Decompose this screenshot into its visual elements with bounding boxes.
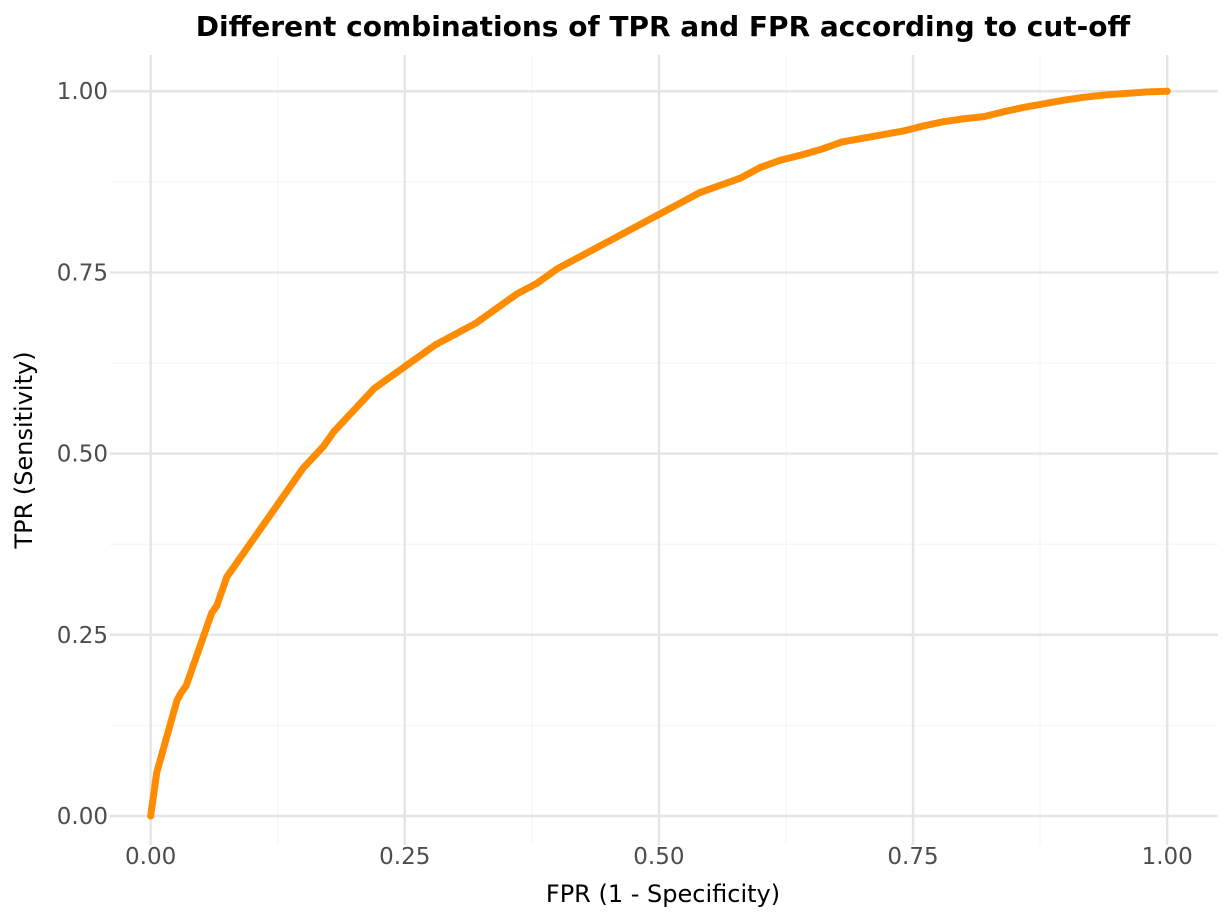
y-tick-label: 0.25 — [57, 623, 108, 649]
x-tick-label: 0.50 — [633, 844, 684, 870]
roc-curve-points — [147, 87, 1171, 820]
y-tick-label: 1.00 — [57, 79, 108, 105]
x-axis-ticks: 0.00 0.25 0.50 0.75 1.00 — [125, 844, 1193, 870]
y-tick-label: 0.00 — [57, 804, 108, 830]
x-tick-label: 1.00 — [1142, 844, 1193, 870]
chart-title: Different combinations of TPR and FPR ac… — [196, 10, 1131, 43]
x-tick-label: 0.25 — [379, 844, 430, 870]
x-tick-label: 0.00 — [125, 844, 176, 870]
x-axis-label: FPR (1 - Specificity) — [546, 880, 780, 908]
y-tick-label: 0.50 — [57, 442, 108, 468]
y-axis-ticks: 0.00 0.25 0.50 0.75 1.00 — [57, 79, 108, 830]
grid — [110, 55, 1218, 845]
x-tick-label: 0.75 — [887, 844, 938, 870]
y-axis-label: TPR (Sensitivity) — [10, 351, 38, 549]
y-tick-label: 0.75 — [57, 260, 108, 286]
roc-point — [1163, 87, 1171, 95]
